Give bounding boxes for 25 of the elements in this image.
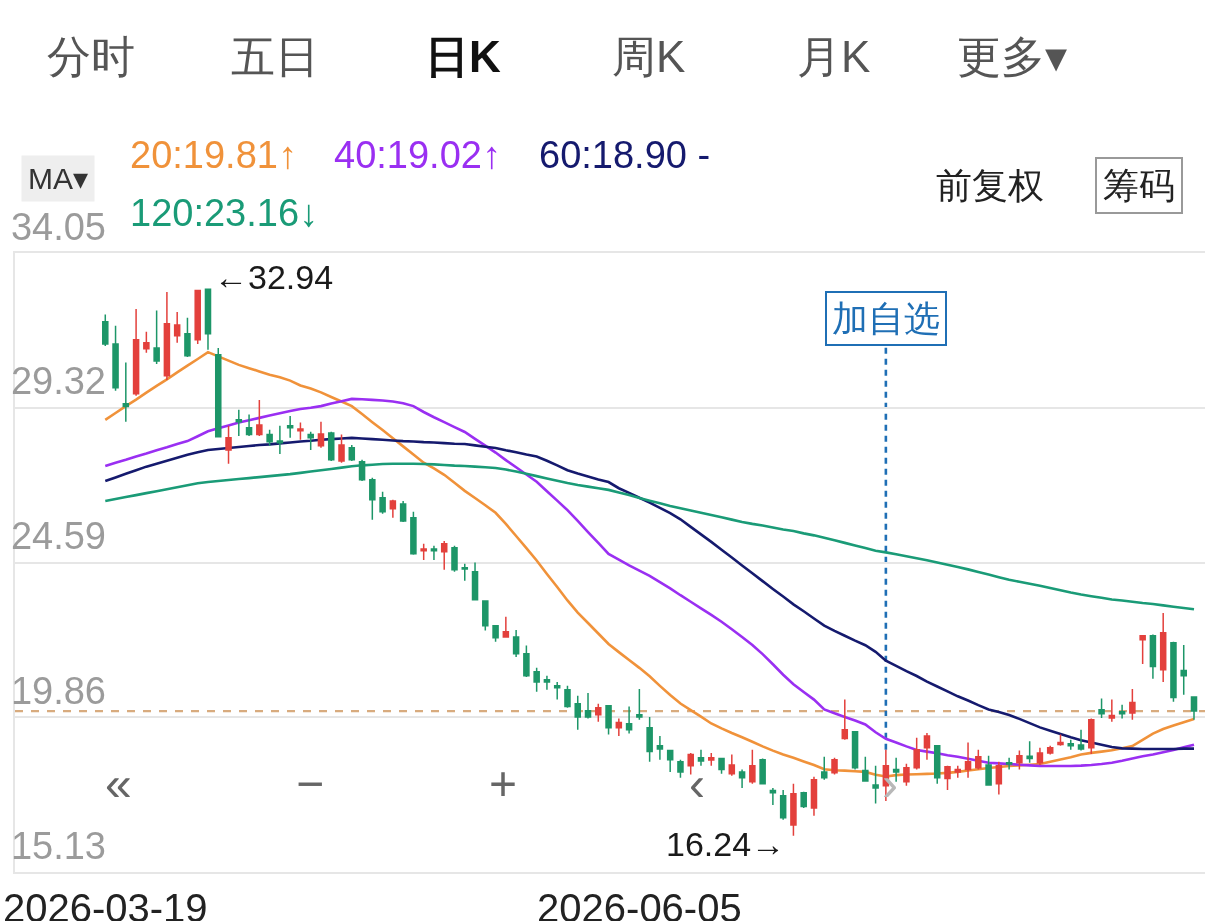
annotation: 加自选 [832,298,940,339]
annotation: ‹ [689,757,705,810]
annotation: − [296,757,325,810]
annotation: 16.24→ [666,825,786,863]
text: 40:19.02↑ [334,134,501,176]
annotation: + [489,757,518,810]
text: 更多▾ [957,32,1067,81]
y-tick-label: 34.05 [10,205,106,248]
y-tick-label: 24.59 [10,515,106,558]
text: 五日 [231,32,319,81]
annotation: « [105,757,132,810]
text: 60:18.90 - [539,134,711,176]
text: 分时 [47,32,135,81]
y-tick-label: 15.13 [10,824,106,867]
y-tick-label: 19.86 [10,669,106,712]
y-tick-label: 29.32 [10,360,106,403]
text: 120:23.16↓ [130,192,319,234]
text: MA▾ [28,162,88,195]
text: 前复权 [936,165,1044,206]
annotation: ←32.94 [214,258,334,296]
text: 周K [612,32,686,81]
text: 月K [797,32,871,81]
text: 日K [425,32,501,81]
text: 筹码 [1103,165,1175,206]
text: 20:19.81↑ [130,134,297,176]
